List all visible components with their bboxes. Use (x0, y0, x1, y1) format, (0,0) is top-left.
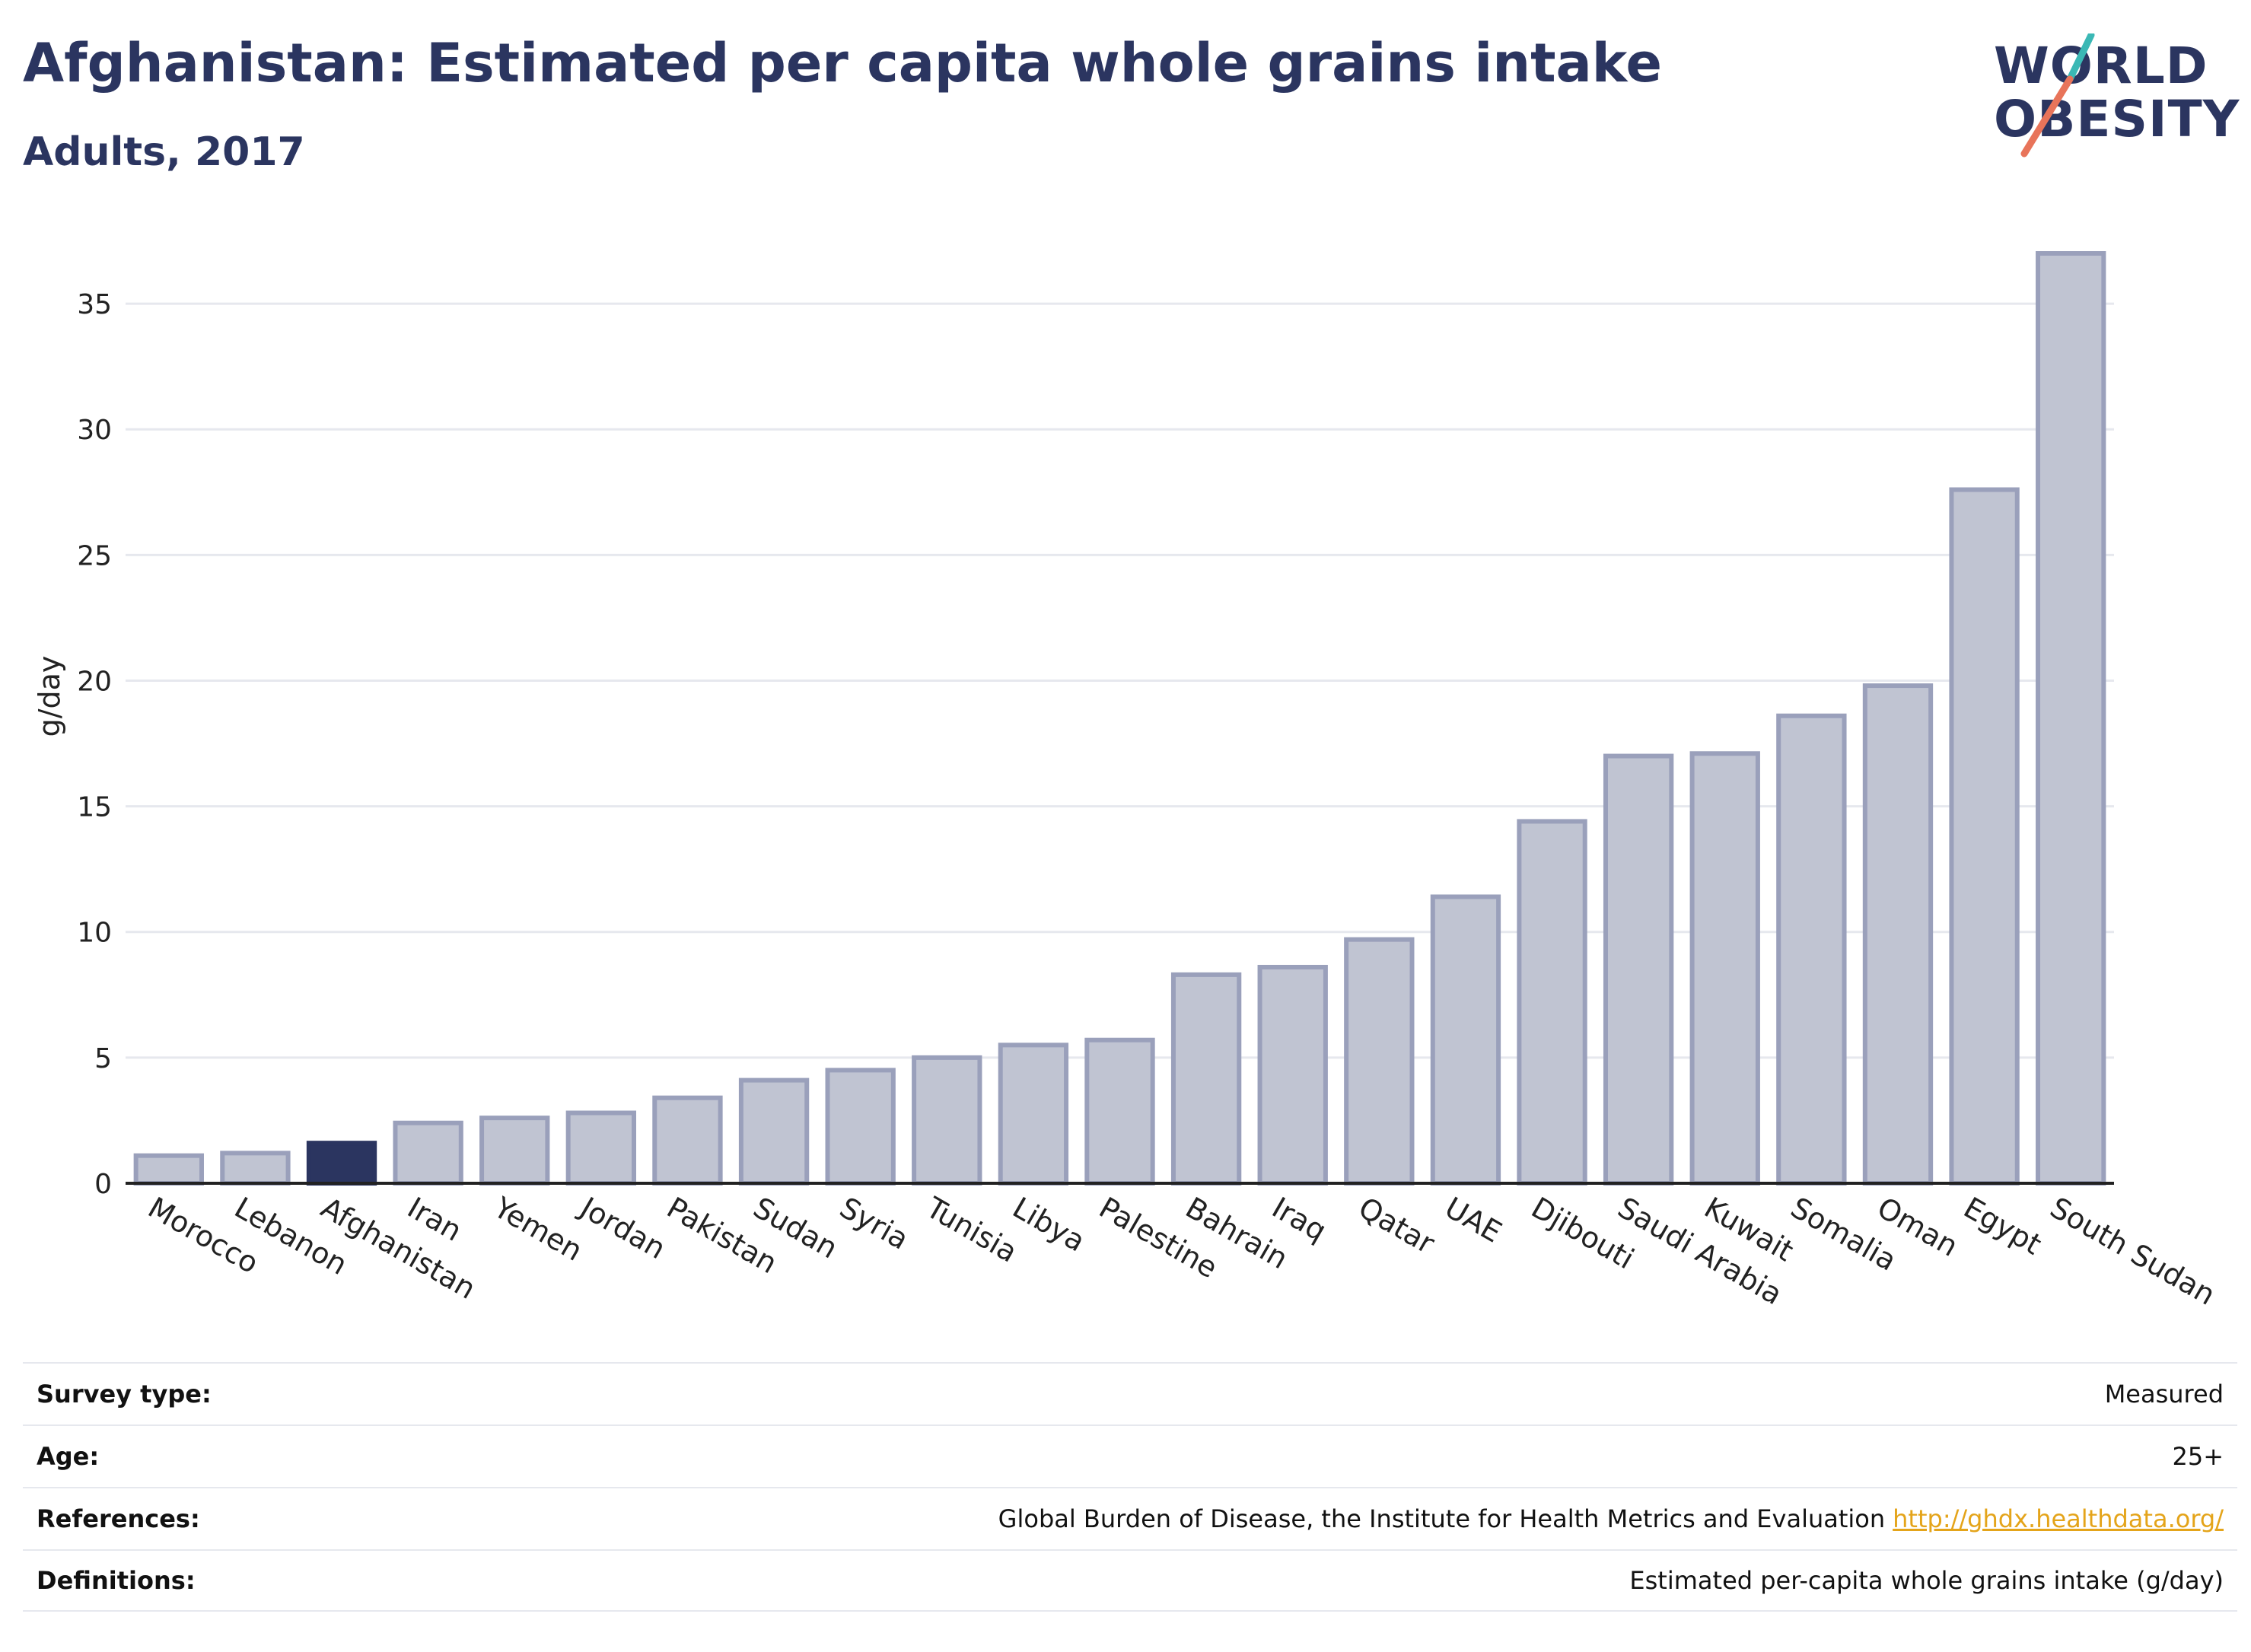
x-tick-label: Jordan (574, 1190, 671, 1266)
age-row: Age: 25+ (23, 1424, 2237, 1487)
definitions-label: Definitions: (37, 1566, 196, 1595)
bar-south-sudan[interactable] (2036, 251, 2106, 1186)
bar-djibouti[interactable] (1517, 819, 1587, 1186)
bar-tunisia[interactable] (912, 1055, 982, 1186)
survey-type-value: Measured (2104, 1380, 2224, 1408)
references-value: Global Burden of Disease, the Institute … (998, 1504, 2224, 1533)
y-tick-label: 25 (77, 540, 112, 571)
y-tick-label: 35 (77, 289, 112, 320)
bar-saudi-arabia[interactable] (1603, 753, 1674, 1186)
bar-oman[interactable] (1862, 683, 1934, 1186)
bar-lebanon[interactable] (220, 1151, 291, 1186)
age-label: Age: (37, 1442, 100, 1471)
age-value: 25+ (2172, 1442, 2224, 1471)
bar-jordan[interactable] (565, 1110, 637, 1186)
y-tick-label: 0 (94, 1169, 112, 1200)
bar-iran[interactable] (393, 1120, 463, 1186)
survey-type-row: Survey type: Measured (23, 1362, 2237, 1424)
bar-qatar[interactable] (1344, 937, 1415, 1186)
metadata-table: Survey type: Measured Age: 25+ Reference… (23, 1362, 2237, 1612)
x-tick-label: UAE (1439, 1191, 1507, 1249)
bar-uae[interactable] (1430, 894, 1501, 1186)
x-tick-label: Tunisia (920, 1190, 1023, 1269)
x-tick-label: Libya (1007, 1191, 1090, 1259)
y-tick-label: 5 (94, 1043, 112, 1074)
references-link[interactable]: http://ghdx.healthdata.org/ (1893, 1504, 2224, 1533)
logo-slash-icon (2020, 33, 2095, 158)
bar-chart: 0 5 10 15 20 25 30 35 MoroccoLebanonAfghanistan… (33, 251, 2221, 1312)
survey-type-label: Survey type: (37, 1380, 212, 1408)
bars (133, 251, 2106, 1186)
y-tick-label: 30 (77, 415, 112, 446)
references-label: References: (37, 1504, 200, 1533)
x-tick-label: Egypt (1958, 1191, 2047, 1262)
bar-iraq[interactable] (1257, 964, 1328, 1186)
x-tick-label: Syria (834, 1191, 914, 1256)
references-text: Global Burden of Disease, the Institute … (998, 1504, 1886, 1533)
chart-subtitle: Adults, 2017 (23, 129, 305, 175)
bar-bahrain[interactable] (1170, 972, 1242, 1186)
bar-morocco[interactable] (133, 1153, 204, 1186)
y-axis-label: g/day (33, 656, 66, 737)
y-tick-label: 20 (77, 666, 112, 697)
bar-palestine[interactable] (1084, 1037, 1155, 1186)
x-tick-label: Qatar (1353, 1191, 1441, 1261)
bar-kuwait[interactable] (1689, 751, 1760, 1186)
bar-yemen[interactable] (479, 1116, 550, 1186)
x-tick-label: Yemen (488, 1190, 588, 1268)
references-row: References: Global Burden of Disease, th… (23, 1487, 2237, 1549)
y-axis-ticks: 0 5 10 15 20 25 30 35 (77, 289, 112, 1200)
bar-egypt[interactable] (1949, 487, 2020, 1186)
bar-pakistan[interactable] (652, 1095, 723, 1186)
bar-libya[interactable] (998, 1042, 1069, 1186)
y-tick-label: 10 (77, 918, 112, 949)
y-tick-label: 15 (77, 792, 112, 823)
definitions-value: Estimated per-capita whole grains intake… (1629, 1566, 2224, 1595)
bar-syria[interactable] (825, 1068, 896, 1186)
bar-afghanistan[interactable] (306, 1141, 377, 1186)
bar-somalia[interactable] (1776, 713, 1847, 1186)
bar-sudan[interactable] (738, 1077, 810, 1186)
world-obesity-logo: WORLD OBESITY (1994, 33, 2239, 163)
chart-title: Afghanistan: Estimated per capita whole … (23, 32, 1662, 94)
x-tick-label: South Sudan (2045, 1191, 2221, 1312)
logo-line-1: WORLD (1994, 37, 2208, 95)
definitions-row: Definitions: Estimated per-capita whole … (23, 1549, 2237, 1612)
